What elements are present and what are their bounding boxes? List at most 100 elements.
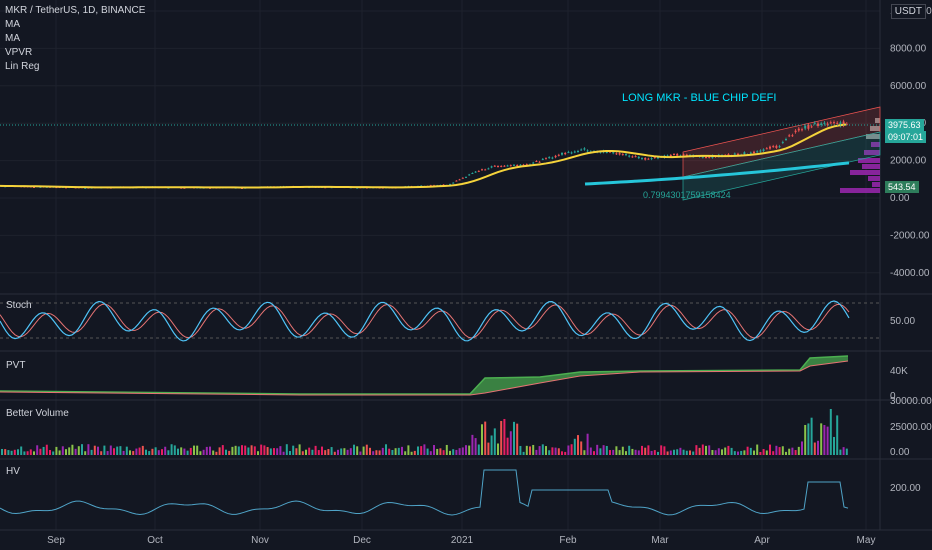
time-axis[interactable]: Sep Oct Nov Dec 2021 Feb Mar Apr May (47, 535, 875, 546)
candle-body (817, 123, 819, 126)
price-tick-label: -4000.00 (890, 268, 930, 279)
volume-bar (813, 442, 816, 455)
candle-body (647, 158, 650, 160)
time-tick-label: 2021 (451, 535, 474, 546)
stoch-tick-label: 50.00 (890, 316, 915, 327)
volume-bar (397, 447, 400, 455)
volume-bar (602, 445, 605, 455)
hv-pane: 200.00 (0, 469, 921, 516)
volume-bar (241, 445, 243, 455)
volume-bar (708, 445, 711, 455)
candle-body (497, 165, 499, 167)
volume-bar (314, 445, 317, 455)
stoch-title[interactable]: Stoch (6, 300, 32, 311)
volume-bar (317, 450, 320, 455)
pvt-title[interactable]: PVT (6, 360, 26, 371)
candle-body (477, 170, 480, 172)
volume-bar (401, 446, 403, 455)
volume-bar (538, 446, 541, 455)
volume-bar (125, 446, 128, 455)
volume-bar (340, 448, 343, 455)
volume-bar (426, 448, 429, 455)
candle-body (641, 158, 643, 160)
candle-body (839, 122, 842, 126)
volume-bar (746, 446, 749, 455)
volume-bar (218, 447, 221, 455)
candle-body (733, 153, 736, 155)
candle-body (762, 149, 765, 151)
candle-body (449, 184, 451, 186)
volume-bar (122, 450, 125, 455)
volume-bar (749, 447, 752, 455)
candle-body (506, 165, 509, 167)
volume-tick-label: 25000.00 (890, 422, 932, 433)
symbol-title[interactable]: MKR / TetherUS, 1D, BINANCE (5, 5, 146, 16)
regression-value: 0.7994301759158424 (643, 190, 731, 200)
candle-body (503, 165, 506, 167)
volume-bar (490, 435, 493, 455)
candle-body (532, 162, 535, 164)
volume-bar (237, 446, 240, 455)
indicator-ma-1[interactable]: MA (5, 19, 20, 30)
candle-body (545, 158, 547, 160)
volume-bar (609, 450, 611, 455)
volume-bar (285, 444, 288, 455)
volume-bar (29, 449, 32, 455)
volume-bar (583, 450, 586, 455)
volume-bar (484, 421, 487, 455)
indicator-lin-reg[interactable]: Lin Reg (5, 61, 40, 72)
volume-bar (692, 451, 695, 455)
volume-bar (157, 450, 160, 455)
candle-body (458, 179, 461, 181)
volume-bar (423, 444, 426, 455)
hv-title[interactable]: HV (6, 466, 20, 477)
volume-bar (410, 451, 413, 455)
candle-body (586, 150, 589, 152)
volume-bar (625, 451, 627, 455)
candle-body (673, 154, 675, 156)
volume-bar (58, 450, 61, 455)
currency-button[interactable]: USDT (890, 4, 926, 19)
candle-body (769, 146, 771, 149)
volume-bar (84, 451, 87, 455)
volume-bar (116, 446, 119, 455)
volume-title[interactable]: Better Volume (6, 408, 69, 419)
volume-bar (106, 451, 109, 455)
candle-body (468, 174, 471, 176)
volume-bar (471, 434, 474, 455)
volume-bar (577, 435, 579, 455)
candle-body (39, 186, 42, 188)
volume-bar (682, 449, 685, 455)
candle-body (826, 123, 829, 125)
volume-bar (810, 417, 813, 455)
candle-body (666, 155, 669, 157)
volume-bar (807, 423, 810, 455)
volume-bar (721, 449, 723, 455)
volume-bar (442, 450, 445, 455)
volume-bar (666, 451, 669, 455)
candle-body (583, 148, 586, 150)
volume-bar (522, 451, 525, 455)
candle-body (737, 153, 739, 156)
indicator-vpvr[interactable]: VPVR (5, 47, 33, 58)
indicator-ma-2[interactable]: MA (5, 33, 20, 44)
price-tick-label: -2000.00 (890, 230, 930, 241)
volume-bar (765, 450, 768, 455)
volume-bar (727, 445, 730, 455)
ma-value-tag: 543.54 (885, 181, 919, 193)
candle-body (615, 153, 618, 155)
volume-bar (167, 450, 170, 455)
volume-bar (135, 448, 138, 455)
volume-bar (653, 450, 656, 455)
volume-bar (628, 445, 631, 455)
volume-bar (839, 449, 842, 455)
volume-bar (346, 449, 349, 455)
volume-bar (605, 445, 608, 455)
volume-bar (429, 451, 432, 455)
volume-bar (817, 440, 819, 455)
volume-bar (634, 449, 637, 455)
volume-bar (196, 445, 199, 455)
volume-bar (1, 448, 3, 455)
vpvr-bar (858, 158, 880, 163)
